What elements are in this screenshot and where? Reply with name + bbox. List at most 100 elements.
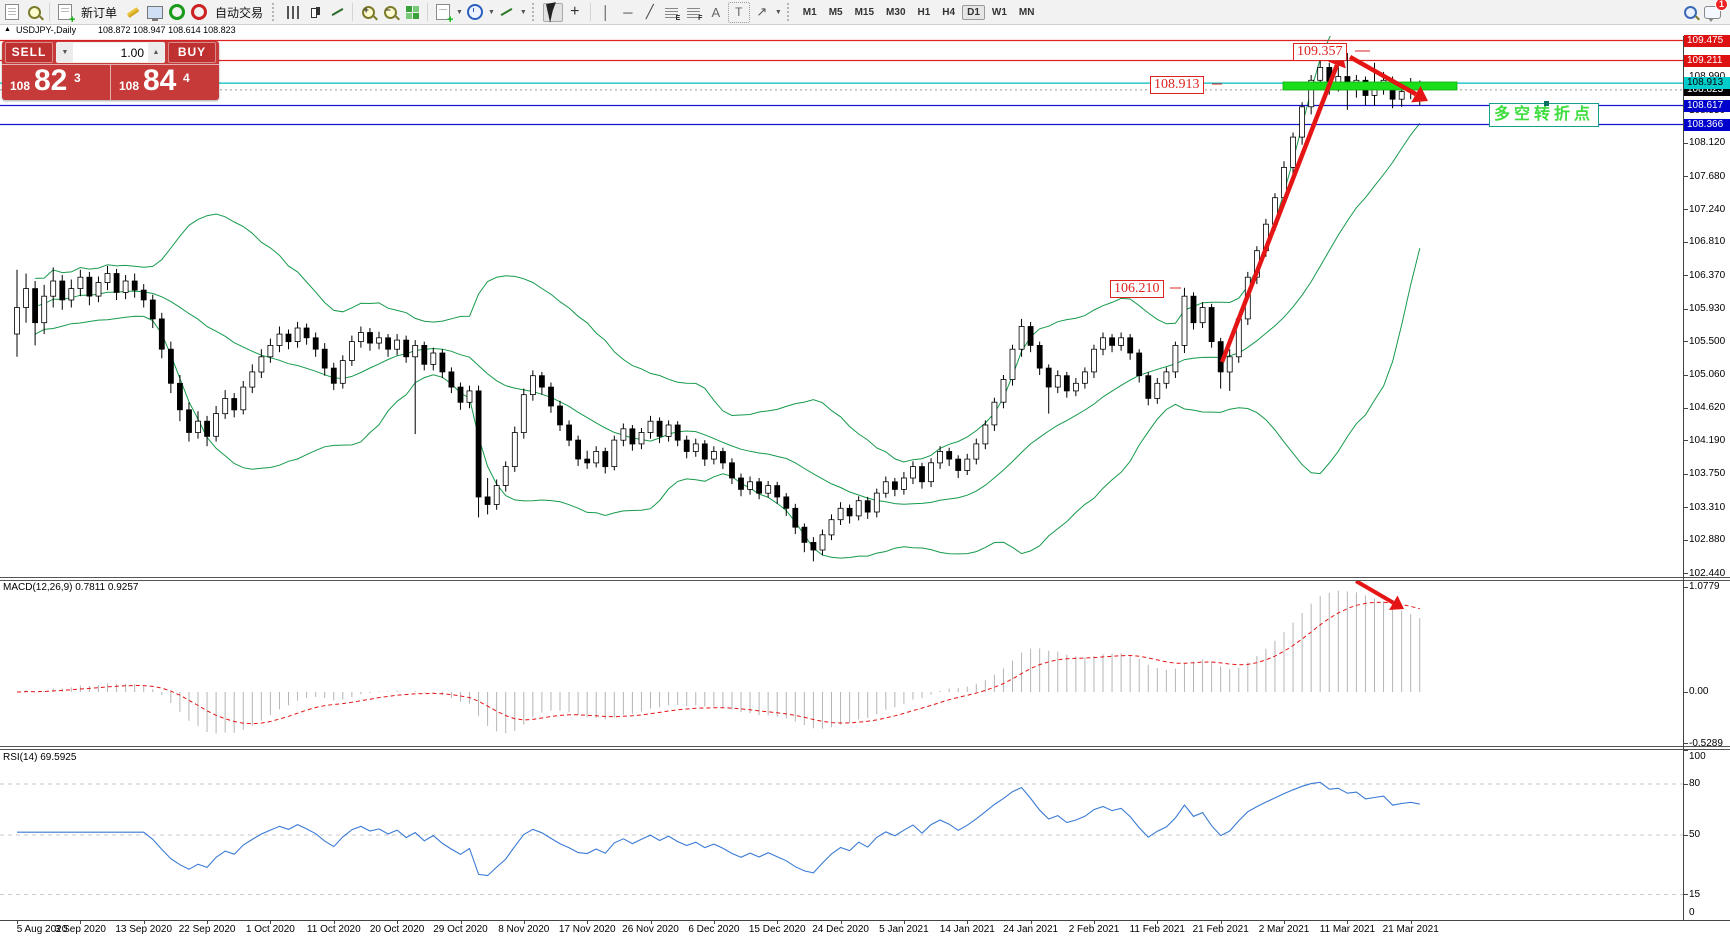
bull-candle [692, 443, 699, 452]
bull-candle [1398, 91, 1405, 100]
price-annotation-tag[interactable]: 108.913 [1150, 76, 1204, 94]
print-preview-icon[interactable] [24, 3, 44, 22]
timeframe-button-W1[interactable]: W1 [991, 6, 1007, 18]
line-chart-icon[interactable] [327, 3, 347, 22]
price-level-label-108.913: 108.913 [1684, 77, 1730, 90]
toolbar-separator [427, 3, 429, 21]
toolbar-separator [589, 3, 591, 21]
timeframe-button-M15[interactable]: M15 [854, 6, 875, 18]
trend-arrow[interactable] [1348, 55, 1417, 97]
bear-candle [548, 386, 554, 407]
price-annotation-tag[interactable]: 106.210 [1110, 280, 1164, 298]
notifications-icon[interactable]: 1 [1702, 0, 1728, 22]
auto-trading-icon[interactable] [189, 3, 209, 22]
date-tick [17, 920, 18, 924]
price-tick [1683, 507, 1688, 508]
toolbar-grip[interactable] [531, 3, 538, 21]
zoom-in-icon[interactable]: + [358, 3, 378, 22]
auto-trading-button[interactable]: 自动交易 [215, 5, 264, 20]
crosshair-icon[interactable]: + [570, 3, 580, 20]
new-chart-icon[interactable] [2, 3, 22, 22]
fibonacci-icon[interactable]: F [684, 3, 704, 22]
indicators-dropdown-icon[interactable]: + [433, 3, 453, 25]
trend-arrow[interactable] [1219, 64, 1340, 363]
timeframe-button-M30[interactable]: M30 [886, 6, 906, 18]
date-label: 2 Mar 2021 [1258, 924, 1310, 935]
bull-candle [267, 344, 274, 358]
pane-separator[interactable] [0, 746, 1730, 750]
bull-candle [1073, 382, 1079, 392]
bull-candle [828, 519, 835, 536]
styler-icon[interactable] [123, 3, 143, 22]
sell-button[interactable]: SELL [5, 42, 53, 63]
timeframe-button-H4[interactable]: H4 [942, 6, 956, 18]
toolbar-grip[interactable] [272, 3, 278, 21]
bear-candle [86, 276, 93, 297]
vertical-line-icon[interactable]: │ [601, 4, 610, 20]
market-watch-icon[interactable] [145, 3, 165, 22]
price-tick [1683, 473, 1688, 475]
bar-chart-icon[interactable] [283, 3, 303, 22]
rsi-pane[interactable] [0, 750, 1683, 920]
volume-down-button[interactable]: ▼ [57, 43, 73, 62]
timeframe-button-D1[interactable]: D1 [962, 4, 985, 20]
macd-tick [1683, 691, 1688, 693]
bear-candle [330, 367, 337, 384]
chevron-down-icon[interactable]: ▼ [456, 8, 463, 16]
toolbar-grip[interactable] [786, 3, 793, 21]
time-periods-dropdown-icon[interactable] [465, 3, 485, 22]
bull-candle [855, 500, 862, 517]
price-tick-label: 108.120 [1689, 137, 1726, 149]
timeframe-button-M1[interactable]: M1 [802, 6, 817, 18]
turning-point-text-object[interactable]: 多空转折点 [1489, 101, 1600, 127]
buy-price[interactable]: 108 84 4 [110, 64, 219, 100]
rsi-tick-label: 15 [1689, 888, 1701, 900]
bull-candle [249, 371, 256, 388]
pane-separator[interactable] [0, 577, 1730, 581]
buy-button[interactable]: BUY [168, 42, 216, 63]
date-label: 8 Nov 2020 [498, 924, 550, 935]
timeframe-button-MN[interactable]: MN [1018, 6, 1035, 18]
new-order-button[interactable]: 新订单 [81, 5, 118, 20]
bull-candle [1317, 66, 1324, 81]
bull-candle [1308, 79, 1315, 108]
date-tick [840, 920, 842, 924]
price-tick [1683, 407, 1688, 409]
horizontal-line-icon[interactable]: ─ [623, 4, 633, 20]
main-chart[interactable] [0, 36, 1683, 577]
cursor-icon[interactable] [542, 1, 563, 23]
bull-candle [511, 432, 518, 467]
trend-arrow[interactable] [1354, 581, 1395, 605]
sell-price[interactable]: 108 82 3 [10, 64, 81, 97]
trendline-icon[interactable]: ╱ [645, 4, 654, 19]
timeframe-button-M5[interactable]: M5 [828, 6, 843, 18]
text-label-icon[interactable]: T [727, 1, 750, 23]
collapse-icon[interactable]: ▲ [4, 26, 11, 33]
chevron-down-icon[interactable]: ▼ [774, 8, 782, 16]
new-order-icon[interactable]: + [55, 3, 75, 25]
signals-icon[interactable] [167, 3, 187, 22]
price-annotation-tag[interactable]: 109.357 [1293, 43, 1347, 61]
object-handle[interactable] [1544, 101, 1549, 106]
text-icon[interactable]: A [711, 4, 721, 20]
bear-candle [738, 477, 744, 490]
date-label: 5 Jan 2021 [879, 924, 929, 935]
support-zone-bar[interactable] [1282, 81, 1458, 91]
volume-input[interactable] [73, 44, 148, 61]
macd-tick-label: 0.00 [1689, 686, 1709, 697]
templates-dropdown-icon[interactable] [497, 3, 517, 22]
timeframe-button-H1[interactable]: H1 [917, 6, 931, 18]
macd-pane[interactable] [0, 581, 1683, 745]
bear-candle [683, 439, 690, 452]
tile-windows-icon[interactable] [402, 3, 422, 22]
bull-candle [104, 273, 111, 284]
arrows-tool-icon[interactable]: ↗ [756, 4, 768, 19]
date-label: 3 Sep 2020 [54, 924, 106, 935]
chevron-down-icon[interactable]: ▼ [519, 8, 527, 16]
candlestick-chart-icon[interactable] [305, 3, 325, 22]
equidistant-channel-icon[interactable]: E [662, 3, 682, 22]
search-icon[interactable] [1680, 3, 1700, 22]
chevron-down-icon[interactable]: ▼ [487, 8, 495, 16]
volume-up-button[interactable]: ▲ [148, 43, 164, 62]
zoom-out-icon[interactable]: − [380, 3, 400, 22]
